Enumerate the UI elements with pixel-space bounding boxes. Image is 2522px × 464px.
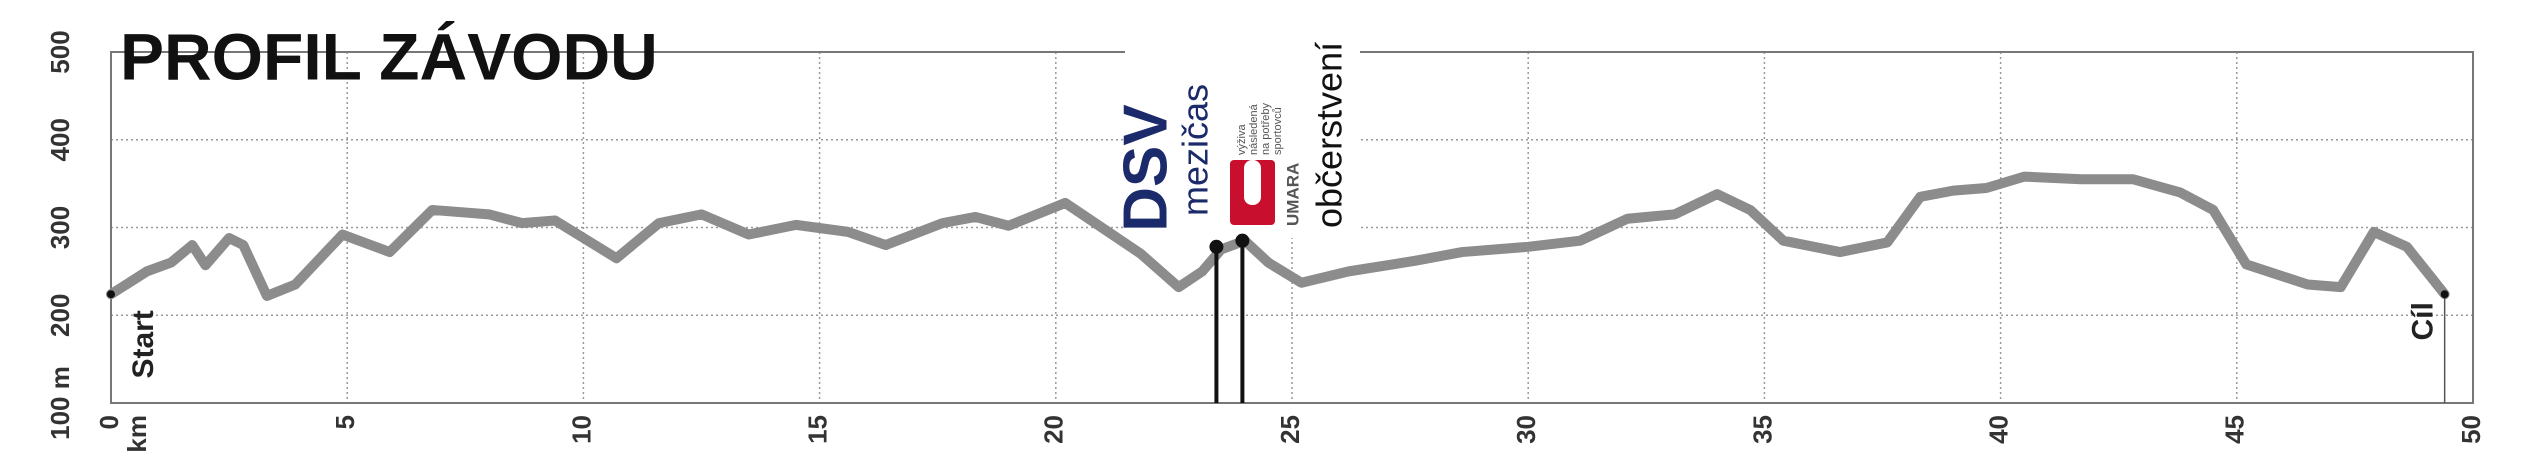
marker-label: mezičas [1175,84,1216,216]
umara-tagline: výživa [1236,124,1248,155]
x-tick-label: 35 [1747,415,1777,444]
umara-tagline: na potřeby [1260,103,1272,155]
y-tick-label: 400 [45,118,75,161]
umara-logo: UMARA [1283,163,1302,226]
x-tick-label: 15 [802,415,832,444]
plot: Start Cíl [106,171,2450,403]
marker-point [1209,239,1224,254]
x-tick-label: 20 [1039,415,1069,444]
x-tick-label: 40 [1983,415,2013,444]
umara-logo-mark [1244,160,1261,205]
x-tick-label: 10 [566,415,596,444]
x-tick-label: 0 [94,415,124,429]
finish-label: Cíl [2407,302,2440,340]
x-tick-label: 5 [330,415,360,429]
x-tick-label: 45 [2220,415,2250,444]
start-point [107,290,115,299]
umara-tagline: sportovců [1272,107,1284,155]
x-tick-label: 50 [2456,415,2486,444]
x-tick-label: 30 [1511,415,1541,444]
y-tick-label: 100 m [45,366,75,440]
y-tick-label: 500 [45,30,75,73]
umara-tagline: následená [1248,103,1260,155]
finish-point [2440,290,2449,299]
x-axis-unit: km [122,415,152,453]
chart-title: PROFIL ZÁVODU [120,19,658,93]
marker-label: občerstvení [1309,42,1350,228]
y-tick-label: 200 [45,294,75,337]
marker-point [1235,233,1250,248]
start-label: Start [127,310,160,378]
x-tick-label: 25 [1275,415,1305,444]
y-tick-label: 300 [45,206,75,249]
dsv-logo: DSV [1111,104,1180,231]
